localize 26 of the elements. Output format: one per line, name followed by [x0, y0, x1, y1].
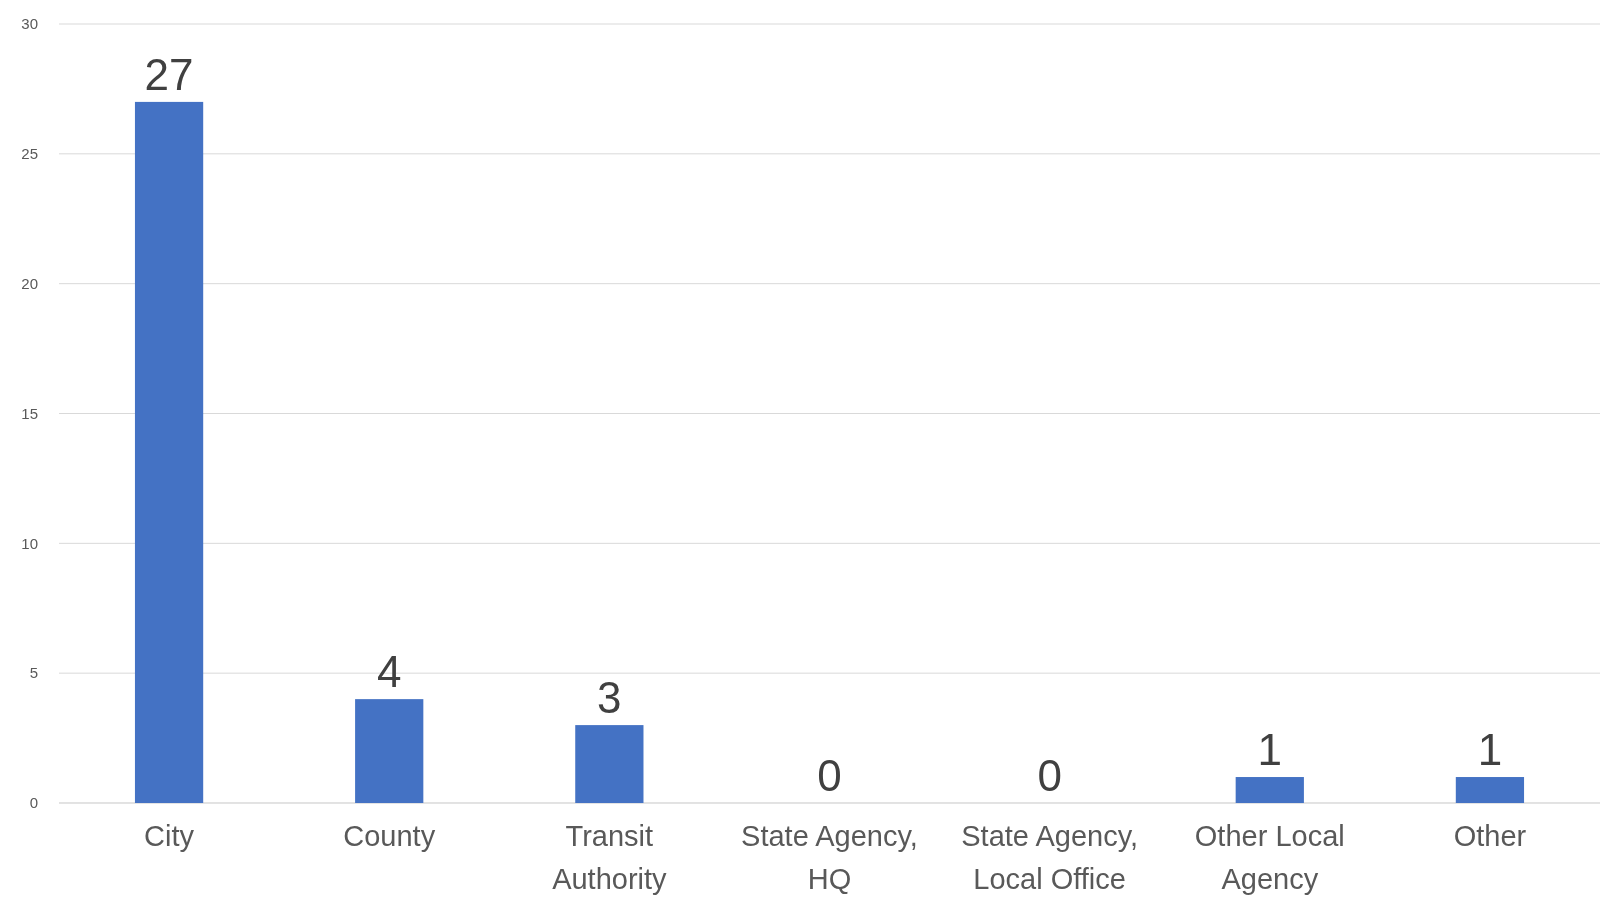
x-tick-label: Other Local Agency [1194, 820, 1345, 895]
x-tick-label: County [343, 820, 436, 852]
data-label: 1 [1257, 725, 1283, 775]
y-tick-label: 5 [29, 664, 38, 682]
y-tick-label: 0 [29, 794, 38, 812]
bar [1235, 777, 1304, 803]
bar [575, 725, 644, 803]
x-tick-label: Transit Authority [552, 820, 668, 895]
data-label: 27 [144, 49, 194, 99]
data-label: 3 [597, 673, 622, 723]
x-tick-label: State Agency, Local Office [961, 820, 1139, 895]
bar [134, 101, 204, 803]
y-tick-label: 20 [21, 274, 38, 292]
y-tick-label: 25 [21, 145, 38, 163]
y-tick-label: 10 [21, 534, 38, 552]
x-tick-label: Other [1453, 820, 1527, 852]
x-tick-label: State Agency, HQ [741, 820, 918, 895]
data-label: 1 [1477, 725, 1503, 775]
bar [355, 699, 424, 803]
y-tick-label: 30 [21, 15, 38, 33]
data-label: 0 [817, 751, 842, 800]
data-label: 0 [1037, 751, 1062, 800]
x-tick-label: City [144, 820, 195, 852]
data-label: 4 [376, 647, 402, 697]
bar [1455, 777, 1525, 803]
y-tick-label: 15 [21, 404, 38, 422]
